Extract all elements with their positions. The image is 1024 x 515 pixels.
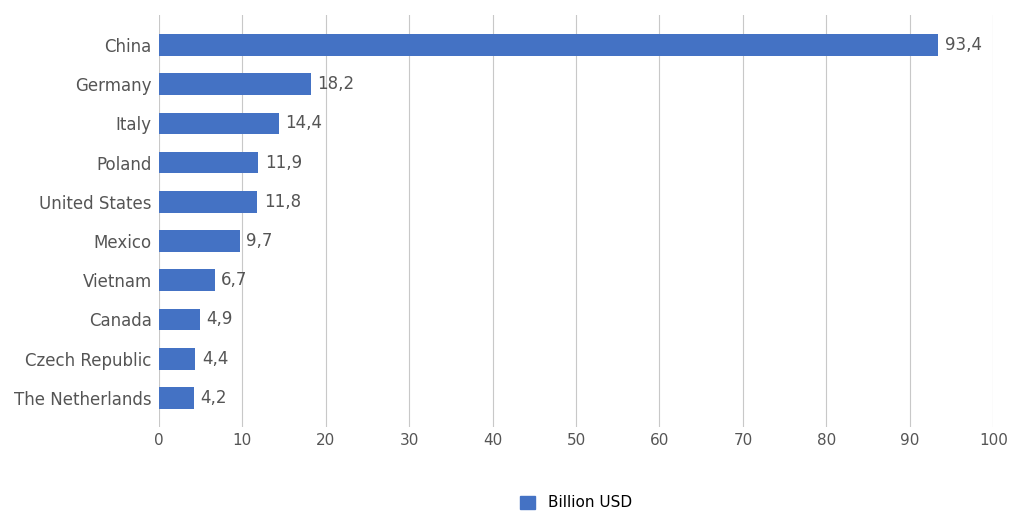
Bar — [159, 269, 215, 291]
Text: 9,7: 9,7 — [247, 232, 272, 250]
Text: 11,9: 11,9 — [265, 153, 302, 171]
Bar — [159, 308, 200, 330]
Text: 6,7: 6,7 — [221, 271, 248, 289]
Bar — [159, 74, 310, 95]
Bar — [159, 230, 240, 252]
Text: 4,9: 4,9 — [206, 311, 232, 329]
Text: 4,2: 4,2 — [201, 389, 227, 407]
Text: 93,4: 93,4 — [945, 36, 982, 54]
Bar — [159, 113, 279, 134]
Text: 14,4: 14,4 — [286, 114, 323, 132]
Bar — [159, 191, 257, 213]
Bar — [159, 348, 196, 369]
Legend: Billion USD: Billion USD — [520, 495, 632, 510]
Text: 18,2: 18,2 — [317, 75, 354, 93]
Bar — [159, 387, 194, 409]
Text: 4,4: 4,4 — [202, 350, 228, 368]
Text: 11,8: 11,8 — [264, 193, 301, 211]
Bar — [159, 34, 938, 56]
Bar — [159, 152, 258, 174]
